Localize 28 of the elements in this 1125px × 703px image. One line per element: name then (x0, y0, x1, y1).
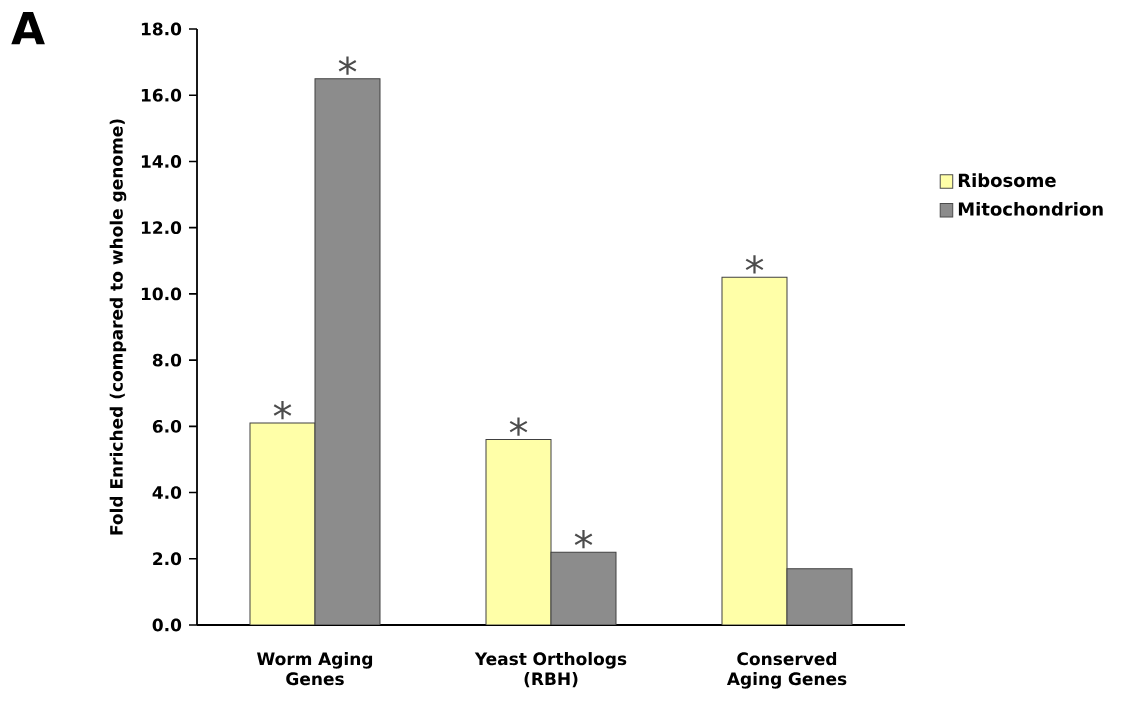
bar (721, 276, 788, 625)
annotation: * (509, 417, 528, 436)
y-tick-label: 6.0 (152, 419, 182, 433)
y-tick-label: 4.0 (152, 486, 182, 499)
legend-label: Mitochondrion (958, 201, 1103, 216)
annotation: * (574, 530, 593, 549)
y-tick-label: 10.0 (141, 287, 182, 301)
bar (786, 568, 853, 625)
annotation: * (338, 56, 357, 75)
y-tick-label: 18.0 (141, 22, 182, 36)
y-tick-label: 0.0 (152, 618, 182, 632)
bar (550, 551, 617, 625)
y-axis-title: Fold Enriched (compared to whole genome) (109, 119, 127, 535)
y-tick-label: 8.0 (152, 353, 182, 367)
bar (314, 78, 381, 625)
annotation: * (745, 255, 764, 274)
bar (485, 439, 552, 625)
y-tick-label: 16.0 (141, 88, 182, 102)
annotation: * (273, 400, 292, 420)
x-tick-label: Worm Aging Genes (257, 652, 373, 686)
y-tick-label: 12.0 (141, 221, 182, 235)
y-tick-label: 2.0 (153, 552, 182, 566)
x-tick-label: Conserved Aging Genes (726, 652, 847, 689)
x-tick-label: Yeast Orthologs (RBH) (474, 652, 627, 688)
bar (249, 422, 316, 625)
text: A (11, 12, 45, 45)
y-tick-label: 14.0 (141, 155, 182, 168)
legend-label: Ribosome (958, 173, 1056, 188)
